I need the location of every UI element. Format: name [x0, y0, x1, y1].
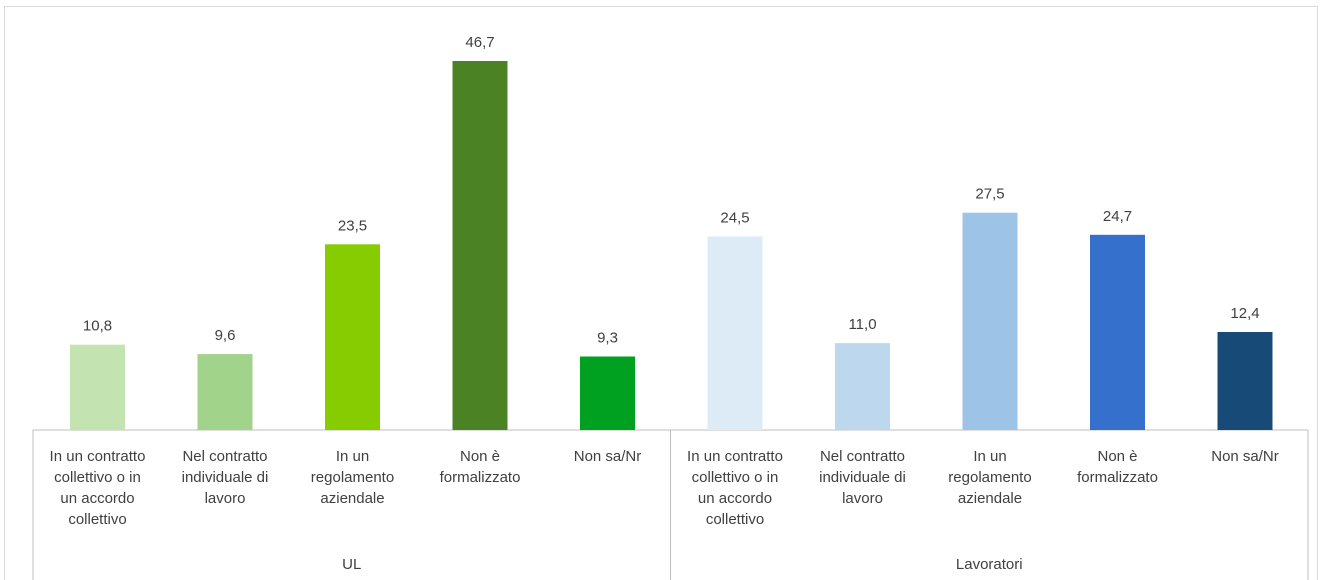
bar — [197, 354, 253, 430]
category-label-line: In un — [973, 448, 1006, 465]
bar — [452, 61, 508, 430]
bar — [1217, 332, 1273, 430]
category-label: In un regolamento aziendale — [948, 448, 1031, 507]
category-label: In un contratto collettivo o in un accordo… — [687, 448, 783, 528]
bar — [707, 236, 763, 430]
data-label: 12,4 — [1230, 305, 1259, 322]
category-label: Nel contratto individuale di lavoro — [182, 448, 269, 507]
category-label-line: Non è — [460, 448, 500, 465]
category-label-line: Non sa/Nr — [1211, 448, 1279, 465]
group-label: UL — [342, 556, 361, 573]
data-label: 27,5 — [975, 186, 1004, 203]
data-label: 9,6 — [215, 327, 236, 344]
category-label-line: formalizzato — [440, 469, 521, 486]
category-label-line: In un contratto — [50, 448, 146, 465]
category-label-line: aziendale — [958, 490, 1022, 507]
category-label-line: lavoro — [205, 490, 246, 507]
chart-frame — [4, 6, 1318, 580]
data-label: 23,5 — [338, 217, 367, 234]
data-label: 9,3 — [597, 330, 618, 347]
data-label: 24,5 — [720, 209, 749, 226]
bar — [835, 343, 890, 430]
bar — [1090, 234, 1145, 430]
category-label-line: collettivo o in — [692, 469, 779, 486]
category-label: In un regolamento aziendale — [311, 448, 394, 507]
category-label-line: regolamento — [948, 469, 1031, 486]
category-label-line: Non è — [1097, 448, 1137, 465]
category-label-line: individuale di — [819, 469, 906, 486]
category-label-line: collettivo — [706, 511, 764, 528]
data-label: 11,0 — [848, 316, 876, 333]
category-label-line: In un contratto — [687, 448, 783, 465]
category-label-line: aziendale — [320, 490, 384, 507]
data-label: 46,7 — [465, 34, 494, 51]
category-label: Nel contratto individuale di lavoro — [819, 448, 906, 507]
category-label-line: In un — [336, 448, 369, 465]
category-label-line: un accordo — [60, 490, 134, 507]
category-label: Non sa/Nr — [1211, 448, 1279, 465]
category-label-line: Non sa/Nr — [574, 448, 642, 465]
data-label: 24,7 — [1103, 208, 1132, 225]
bar — [325, 244, 380, 430]
bar — [580, 356, 635, 430]
category-label: Non è formalizzato — [440, 448, 521, 486]
bar — [962, 212, 1018, 430]
category-label-line: Nel contratto — [820, 448, 905, 465]
category-label-line: regolamento — [311, 469, 394, 486]
category-label-line: lavoro — [842, 490, 883, 507]
category-label-line: individuale di — [182, 469, 269, 486]
category-label-line: un accordo — [698, 490, 772, 507]
category-label-line: collettivo — [68, 511, 126, 528]
bar — [70, 344, 125, 430]
category-label: Non sa/Nr — [574, 448, 642, 465]
group-label: Lavoratori — [956, 556, 1023, 573]
category-label-line: Nel contratto — [182, 448, 267, 465]
category-label: In un contratto collettivo o in un accordo… — [50, 448, 146, 528]
category-label-line: formalizzato — [1077, 469, 1158, 486]
category-label: Non è formalizzato — [1077, 448, 1158, 486]
category-label-line: collettivo o in — [54, 469, 141, 486]
data-label: 10,8 — [83, 318, 112, 335]
